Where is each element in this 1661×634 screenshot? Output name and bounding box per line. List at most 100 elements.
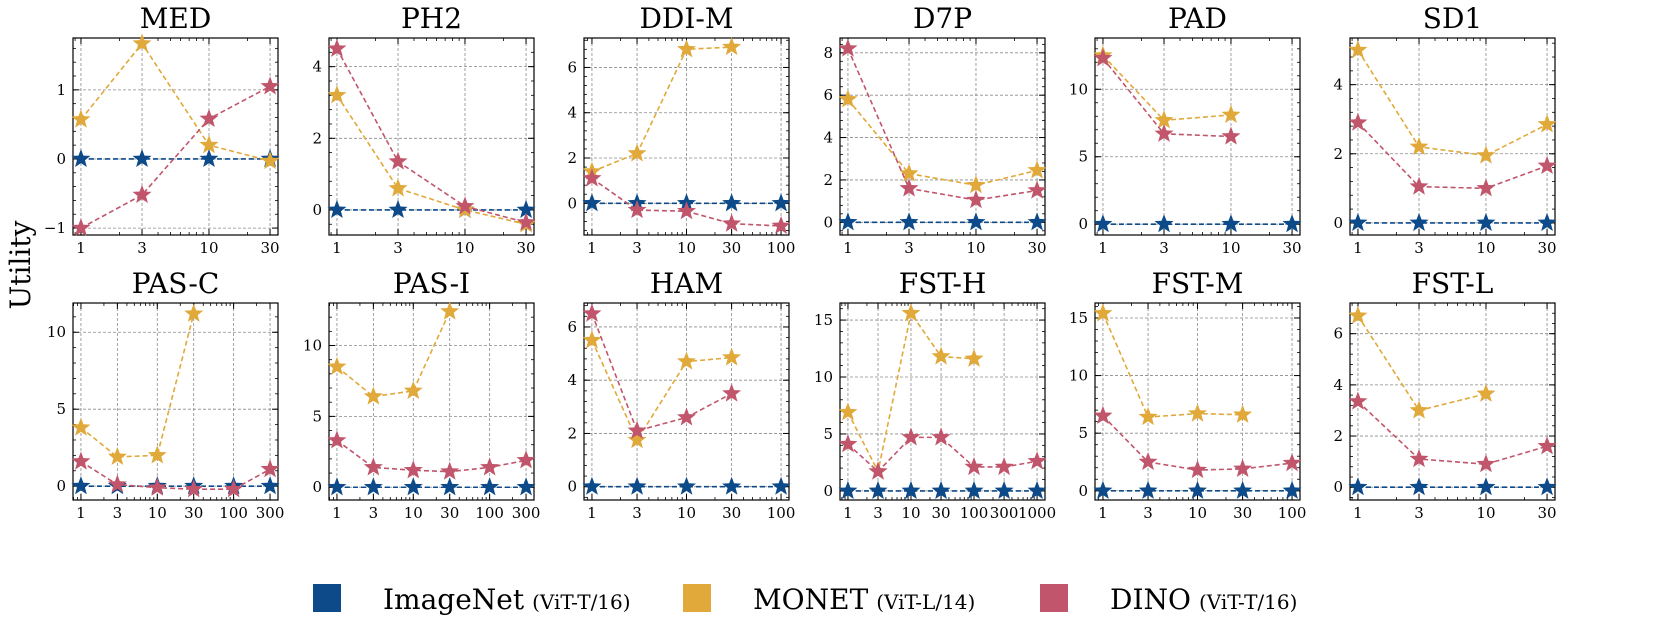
data-point-star (388, 178, 408, 197)
y-tick-label: 2 (567, 424, 577, 442)
series-line (336, 94, 527, 226)
data-point-star (1476, 477, 1496, 496)
data-point-star (931, 427, 951, 446)
series-line (591, 313, 732, 432)
data-point-star (838, 402, 858, 421)
series-line (1102, 54, 1232, 122)
data-point-star (1138, 480, 1158, 499)
x-tick-label: 1 (1098, 239, 1108, 257)
series-dino (327, 38, 536, 231)
data-point-star (147, 477, 167, 496)
panel-pad: 1 3 10 30 0 5 10 PAD (1069, 2, 1302, 257)
x-tick-label: 30 (517, 239, 536, 257)
data-point-star (901, 427, 921, 446)
axes-frame (1094, 37, 1301, 236)
series-line (847, 48, 1038, 201)
data-point-star (1233, 404, 1253, 423)
series-line (336, 311, 451, 398)
data-point-star (388, 151, 408, 170)
data-point-star (1233, 458, 1253, 477)
series-monet (1348, 40, 1557, 164)
data-point-star (931, 346, 951, 365)
x-tick-label: 30 (1283, 239, 1302, 257)
x-tick-label: 100 (219, 504, 248, 522)
axes-frame (1349, 37, 1556, 236)
data-point-star (480, 477, 500, 496)
series-monet (582, 330, 742, 449)
series-dino (1348, 391, 1557, 473)
data-point-star (403, 380, 423, 399)
data-point-star (327, 199, 347, 219)
data-point-star (199, 135, 219, 154)
data-point-star (199, 148, 219, 168)
series-monet (71, 303, 204, 465)
data-point-star (838, 480, 858, 499)
data-point-star (676, 407, 697, 426)
series-monet (71, 33, 280, 170)
data-point-star (1154, 214, 1174, 233)
x-tick-label: 1 (587, 239, 597, 257)
data-point-star (107, 446, 127, 465)
series-line (80, 42, 271, 162)
panel-title: FST-H (899, 267, 987, 300)
data-point-star (1027, 480, 1047, 499)
axes-frame (839, 302, 1046, 501)
data-point-star (199, 108, 219, 127)
data-point-star (327, 356, 347, 375)
data-point-star (676, 476, 697, 495)
data-point-star (899, 178, 919, 197)
series-monet (1348, 305, 1496, 419)
data-point-star (132, 184, 152, 203)
x-tick-label: 30 (440, 504, 459, 522)
x-tick-label: 10 (455, 239, 474, 257)
data-point-star (1409, 400, 1429, 419)
data-point-star (132, 148, 152, 168)
y-tick-label: 0 (567, 478, 577, 496)
series-dino (582, 168, 791, 235)
data-point-star (516, 199, 536, 219)
y-tick-label: 4 (1333, 76, 1343, 94)
series-line (1357, 400, 1548, 465)
grid (1095, 38, 1300, 235)
data-point-star (388, 199, 408, 219)
data-point-star (838, 434, 858, 453)
panel-title: DDI-M (639, 2, 733, 35)
y-tick-label: 0 (56, 150, 66, 168)
y-axis-label: Utility (4, 220, 37, 309)
data-point-star (1027, 180, 1047, 199)
data-point-star (1282, 214, 1302, 233)
axes-frame (328, 302, 535, 501)
data-point-star (771, 476, 791, 495)
data-point-star (994, 456, 1014, 476)
y-tick-label: 4 (823, 129, 833, 147)
y-tick-label: 6 (823, 86, 833, 104)
legend-item-dino: DINO (ViT-T/16) (1040, 583, 1297, 616)
grid (840, 38, 1045, 235)
panel-pas-c: 1 3 10 30 100 300 0 5 10 PAS-C (47, 267, 284, 522)
y-tick-label: 4 (567, 371, 577, 389)
series-imagenet (838, 212, 1047, 231)
data-point-star (516, 450, 536, 469)
y-tick-label: 0 (312, 478, 322, 496)
y-tick-label: 5 (1078, 148, 1088, 166)
x-tick-label: 30 (1233, 504, 1252, 522)
x-tick-label: 10 (1476, 504, 1495, 522)
series-line (336, 439, 527, 473)
data-point-star (1093, 303, 1113, 322)
data-point-star (1221, 104, 1241, 123)
x-tick-label: 100 (767, 239, 796, 257)
data-point-star (1282, 453, 1302, 472)
y-tick-label: 0 (1078, 482, 1088, 500)
y-tick-label: 0 (1333, 214, 1343, 232)
data-point-star (327, 85, 347, 104)
series-line (1357, 122, 1548, 190)
data-point-star (1348, 112, 1368, 131)
series-dino (71, 451, 280, 498)
panel-sd1: 1 3 10 30 0 2 4 SD1 (1333, 2, 1556, 257)
series-imagenet (838, 480, 1047, 499)
data-point-star (899, 212, 919, 231)
y-tick-label: 4 (312, 58, 322, 76)
legend-label: DINO (ViT-T/16) (1110, 583, 1297, 616)
data-point-star (1537, 212, 1557, 231)
